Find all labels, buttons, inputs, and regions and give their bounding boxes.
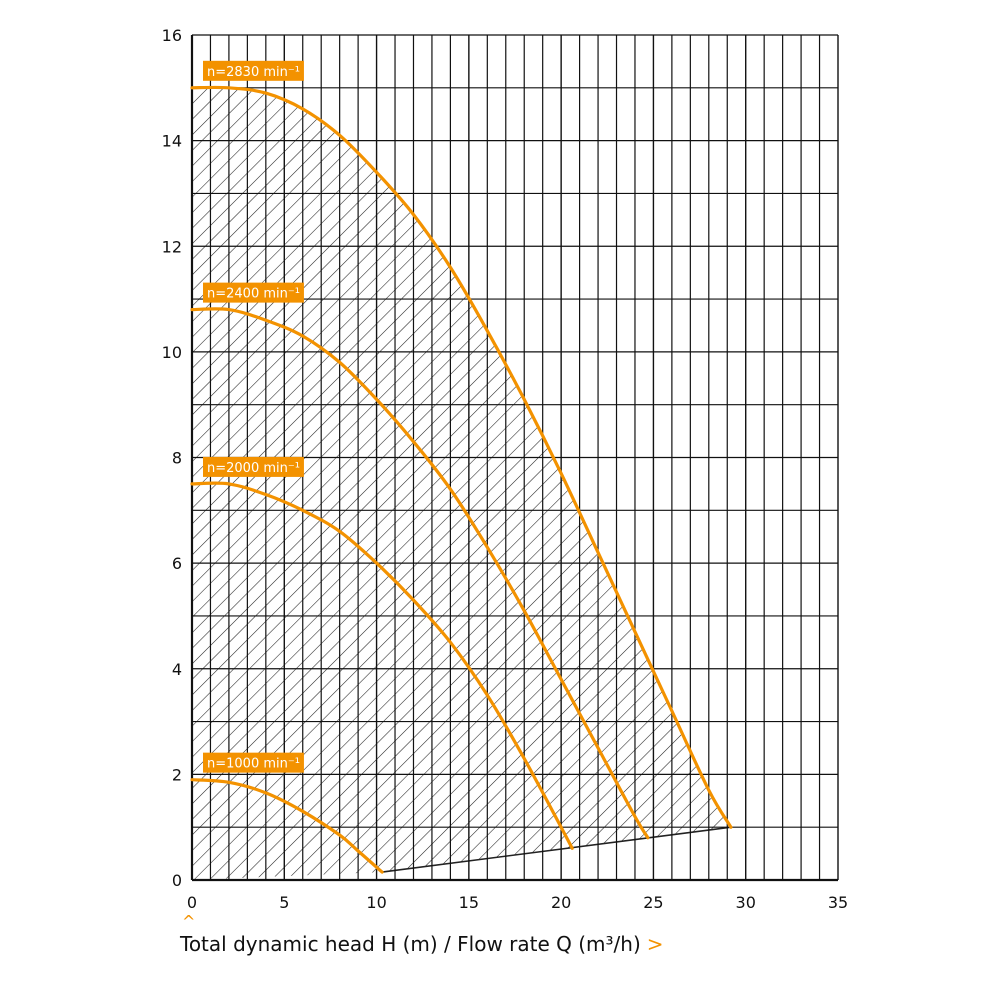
curve-label-box	[203, 752, 304, 773]
pump-curves	[190, 85, 733, 874]
axis-caption-text: Total dynamic head H (m) / Flow rate Q (…	[180, 932, 641, 956]
curve-label-box	[203, 456, 304, 477]
series-line-3	[190, 778, 384, 874]
x-tick-label: 15	[459, 893, 479, 912]
y-tick-label: 2	[172, 765, 182, 784]
grid	[190, 34, 839, 882]
curve-label-1: n=2400 min⁻¹	[203, 282, 304, 303]
curve-label-text: n=2400 min⁻¹	[207, 287, 300, 302]
axis-ticks: 0 5 10 15 20 25 30 35 0 2 4 6 8 10 12 14 16	[162, 26, 849, 912]
curve-label-text: n=2830 min⁻¹	[207, 65, 300, 80]
curve-label-text: n=2000 min⁻¹	[207, 461, 300, 476]
series-line-1	[190, 307, 650, 840]
chevron-right-icon[interactable]: >	[646, 932, 664, 956]
y-tick-label: 14	[162, 132, 182, 151]
y-tick-label: 12	[162, 237, 182, 256]
operating-range-lower-boundary	[382, 826, 732, 873]
curve-label-2: n=2000 min⁻¹	[203, 456, 304, 477]
x-tick-label: 25	[643, 893, 663, 912]
curve-label-box	[203, 282, 304, 303]
y-tick-label: 10	[162, 343, 182, 362]
operating-range-area	[192, 87, 731, 880]
y-tick-label: 16	[162, 26, 182, 45]
y-tick-label: 0	[172, 871, 182, 890]
x-tick-label: 0	[187, 893, 197, 912]
x-tick-label: 35	[828, 893, 848, 912]
operating-range-hatch	[192, 87, 732, 880]
curve-label-0: n=2830 min⁻¹	[203, 60, 304, 81]
y-tick-label: 8	[172, 449, 182, 468]
y-tick-label: 4	[172, 660, 182, 679]
axis-caption: Total dynamic head H (m) / Flow rate Q (…	[180, 932, 664, 956]
chevron-up-icon: ^	[182, 912, 196, 931]
series-line-0	[190, 85, 733, 829]
curve-label-box	[203, 60, 304, 81]
series-line-2	[190, 481, 574, 850]
curve-labels: n=2830 min⁻¹ n=2400 min⁻¹ n=2000 min⁻¹ n=10…	[203, 60, 304, 773]
x-tick-label: 5	[279, 893, 289, 912]
x-tick-label: 20	[551, 893, 571, 912]
curve-label-3: n=1000 min⁻¹	[203, 752, 304, 773]
curve-label-text: n=1000 min⁻¹	[207, 757, 300, 772]
y-tick-label: 6	[172, 554, 182, 573]
x-tick-label: 10	[366, 893, 386, 912]
x-tick-label: 30	[736, 893, 756, 912]
